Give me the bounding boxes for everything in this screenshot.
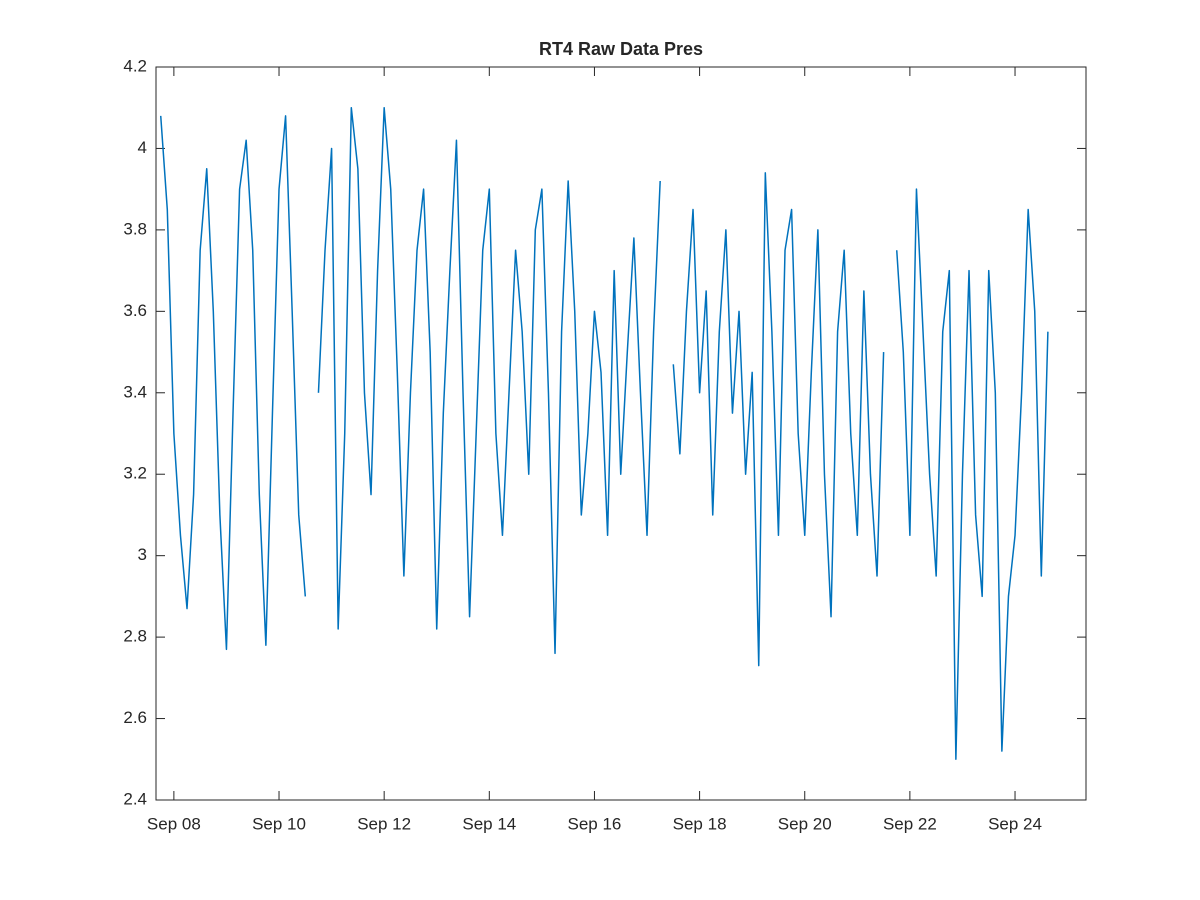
y-tick-label: 4.2 [123,56,147,75]
chart-title: RT4 Raw Data Pres [539,39,703,59]
x-tick-label: Sep 14 [462,814,516,833]
x-tick-label: Sep 08 [147,814,201,833]
x-tick-label: Sep 16 [568,814,622,833]
y-tick-label: 3.6 [123,301,147,320]
y-tick-label: 2.6 [123,708,147,727]
y-tick-label: 2.8 [123,627,147,646]
x-tick-label: Sep 18 [673,814,727,833]
x-tick-label: Sep 24 [988,814,1042,833]
y-tick-label: 4 [138,138,147,157]
y-tick-label: 2.4 [123,789,147,808]
y-tick-label: 3.8 [123,219,147,238]
data-line [159,106,1049,761]
x-tick-label: Sep 10 [252,814,306,833]
axes-box [155,66,1087,801]
x-tick-label: Sep 12 [357,814,411,833]
y-tick-label: 3.4 [123,382,147,401]
x-tick-label: Sep 22 [883,814,937,833]
y-tick-label: 3 [138,545,147,564]
x-tick-label: Sep 20 [778,814,832,833]
y-tick-label: 3.2 [123,464,147,483]
